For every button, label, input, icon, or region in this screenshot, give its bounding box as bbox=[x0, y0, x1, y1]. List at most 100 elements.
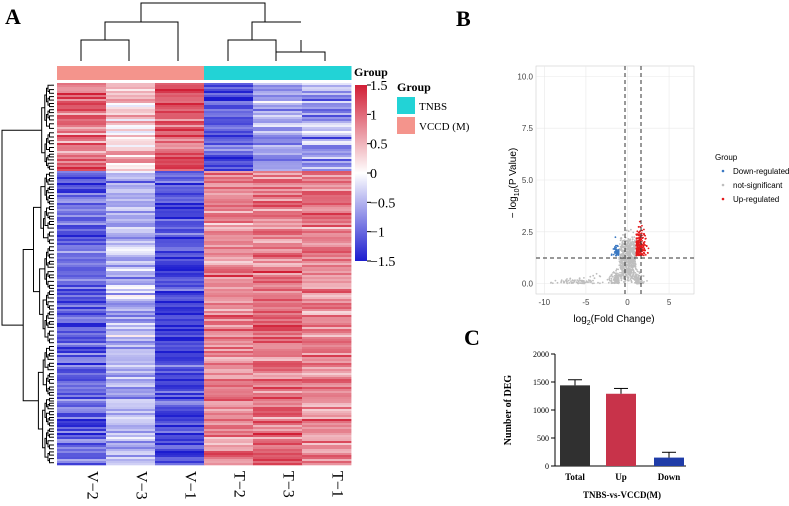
heatmap-cell bbox=[253, 285, 303, 288]
heatmap-cell bbox=[106, 435, 156, 438]
heatmap-cell bbox=[302, 205, 352, 208]
volcano-point-up bbox=[641, 246, 644, 249]
dendrogram-branch bbox=[49, 206, 51, 210]
heatmap-cell bbox=[204, 373, 254, 376]
heatmap-cell bbox=[155, 191, 205, 194]
heatmap-cell bbox=[302, 241, 352, 244]
volcano-point-up bbox=[643, 233, 645, 236]
heatmap-cell bbox=[253, 253, 303, 256]
heatmap-cell bbox=[106, 243, 156, 246]
heatmap-cell bbox=[302, 167, 352, 170]
heatmap-cell bbox=[204, 383, 254, 386]
heatmap-cell bbox=[204, 303, 254, 306]
heatmap-cell bbox=[155, 111, 205, 114]
heatmap-cell bbox=[302, 359, 352, 362]
heatmap-cell bbox=[155, 441, 205, 444]
heatmap-cell bbox=[106, 221, 156, 224]
heatmap-cell bbox=[253, 227, 303, 230]
heatmap-cell bbox=[204, 333, 254, 336]
volcano-point bbox=[550, 281, 552, 284]
heatmap-cell bbox=[57, 423, 107, 426]
heatmap-cell bbox=[57, 101, 107, 104]
heatmap-cell bbox=[57, 369, 107, 372]
heatmap-cell bbox=[204, 217, 254, 220]
heatmap-cell bbox=[155, 187, 205, 190]
volcano-point-up bbox=[641, 253, 644, 256]
volcano-point bbox=[631, 236, 634, 239]
heatmap-cell bbox=[253, 297, 303, 300]
annotation-cell bbox=[155, 66, 205, 80]
volcano-point bbox=[622, 276, 625, 279]
heatmap-cell bbox=[204, 351, 254, 354]
heatmap-cell bbox=[106, 139, 156, 142]
heatmap-cell bbox=[253, 101, 303, 104]
colorbar bbox=[355, 85, 367, 261]
heatmap-cell bbox=[155, 101, 205, 104]
heatmap-cell bbox=[204, 413, 254, 416]
heatmap-cell bbox=[106, 87, 156, 90]
volcano-legend-key bbox=[721, 169, 725, 173]
heatmap-cell bbox=[155, 461, 205, 464]
volcano-point bbox=[615, 278, 618, 281]
heatmap-cell bbox=[253, 251, 303, 254]
volcano-point bbox=[632, 277, 635, 280]
heatmap-cell bbox=[253, 91, 303, 94]
heatmap-cell bbox=[204, 255, 254, 258]
heatmap-cell bbox=[155, 297, 205, 300]
heatmap-cell bbox=[106, 431, 156, 434]
heatmap-cell bbox=[57, 135, 107, 138]
heatmap-cell bbox=[204, 169, 254, 172]
heatmap-cell bbox=[106, 225, 156, 228]
heatmap-cell bbox=[155, 419, 205, 422]
dendrogram-branch bbox=[49, 305, 51, 310]
column-label: V−2 bbox=[84, 471, 101, 500]
heatmap-cell bbox=[302, 179, 352, 182]
volcano-point bbox=[632, 261, 635, 263]
heatmap-cell bbox=[155, 241, 205, 244]
heatmap-cell bbox=[253, 367, 303, 370]
volcano-point bbox=[629, 253, 632, 256]
heatmap-cell bbox=[57, 285, 107, 288]
volcano-point bbox=[611, 281, 614, 284]
heatmap-cell bbox=[253, 433, 303, 436]
heatmap-cell bbox=[155, 361, 205, 364]
heatmap-cell bbox=[253, 163, 303, 166]
heatmap-cell bbox=[302, 107, 352, 110]
dendrogram-branch bbox=[49, 231, 51, 237]
dendrogram-branch bbox=[49, 444, 51, 450]
volcano-point bbox=[627, 241, 630, 244]
heatmap-cell bbox=[57, 315, 107, 318]
heatmap-cell bbox=[204, 237, 254, 240]
volcano-point bbox=[593, 277, 596, 280]
heatmap-cell bbox=[106, 383, 156, 386]
heatmap-cell bbox=[204, 367, 254, 370]
heatmap-cell bbox=[204, 203, 254, 206]
heatmap-cell bbox=[253, 335, 303, 338]
heatmap-cell bbox=[204, 197, 254, 200]
dendrogram-branch bbox=[49, 428, 51, 432]
heatmap-cell bbox=[57, 233, 107, 236]
heatmap-cell bbox=[106, 317, 156, 320]
heatmap-cell bbox=[155, 179, 205, 182]
dendrogram-branch bbox=[49, 411, 51, 416]
heatmap-cell bbox=[253, 137, 303, 140]
heatmap-cell bbox=[253, 111, 303, 114]
heatmap-cell bbox=[253, 361, 303, 364]
heatmap-cell bbox=[155, 433, 205, 436]
heatmap-cell bbox=[204, 429, 254, 432]
heatmap-cell bbox=[57, 453, 107, 456]
volcano-point-down bbox=[615, 244, 617, 247]
heatmap-cell bbox=[155, 329, 205, 332]
heatmap-cell bbox=[57, 311, 107, 314]
heatmap-cell bbox=[106, 263, 156, 266]
volcano-point bbox=[626, 251, 629, 254]
heatmap-cell bbox=[204, 353, 254, 356]
heatmap-cell bbox=[302, 227, 352, 230]
heatmap-cell bbox=[204, 325, 254, 328]
heatmap-cell bbox=[155, 299, 205, 302]
volcano-point-up bbox=[637, 246, 640, 249]
volcano-point-up bbox=[643, 243, 646, 246]
heatmap-cell bbox=[57, 207, 107, 210]
heatmap-cell bbox=[204, 135, 254, 138]
volcano-point bbox=[635, 280, 637, 282]
